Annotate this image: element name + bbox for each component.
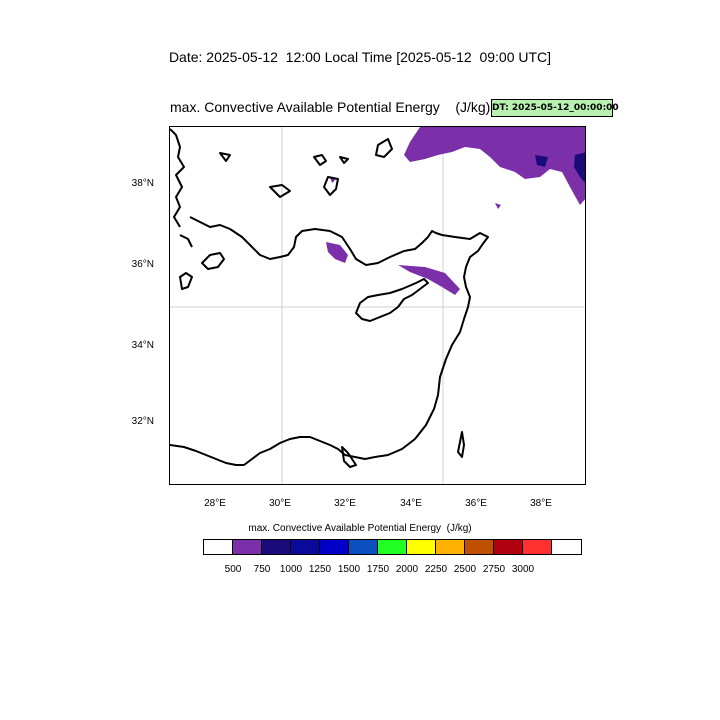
lat-tick-label: 32°N (131, 416, 154, 427)
coastline-rhodes (179, 272, 193, 290)
coastline-islet-2 (313, 154, 327, 166)
colorbar-swatch (523, 540, 552, 554)
coastline-islet-4 (375, 138, 393, 158)
colorbar-tick-label: 2000 (395, 564, 419, 575)
cape-area-north-coast (326, 242, 348, 263)
cape-dark-area-1 (574, 152, 585, 183)
colorbar-tick-label: 1750 (366, 564, 390, 575)
map-canvas (170, 127, 585, 484)
lon-tick-label: 36°E (465, 498, 487, 509)
colorbar-tick-label: 2750 (482, 564, 506, 575)
coastline-cyprus (355, 278, 429, 322)
lat-tick-label: 36°N (131, 259, 154, 270)
coastline-aegean-islands-1 (189, 216, 231, 230)
coastline-aegean-islands-2 (179, 234, 193, 248)
cape-dark-spots (535, 152, 585, 183)
colorbar-tick-label: 500 (224, 564, 242, 575)
colorbar-swatch (465, 540, 494, 554)
map-frame (169, 126, 586, 485)
colorbar-tick-label: 2250 (424, 564, 448, 575)
coastline-anatolia-south (170, 228, 489, 466)
coastline-islet-5 (269, 184, 291, 198)
colorbar-swatch (320, 540, 349, 554)
colorbar-tick-label: 750 (253, 564, 271, 575)
cape-dark-area-2 (535, 155, 548, 167)
colorbar-title: max. Convective Available Potential Ener… (248, 523, 472, 534)
colorbar-swatch (436, 540, 465, 554)
colorbar-swatch (204, 540, 233, 554)
lat-tick-label: 38°N (131, 178, 154, 189)
colorbar-swatch (494, 540, 523, 554)
lon-tick-label: 38°E (530, 498, 552, 509)
coastline-islet-1 (339, 156, 349, 164)
colorbar-tick-label: 1250 (308, 564, 332, 575)
cape-area-cyprus-east (398, 265, 460, 295)
colorbar (203, 539, 582, 555)
colorbar-tick-label: 1000 (279, 564, 303, 575)
cape-area-anatolia-northeast (404, 127, 585, 205)
lon-tick-label: 30°E (269, 498, 291, 509)
plot-title: max. Convective Available Potential Ener… (170, 99, 491, 115)
colorbar-swatch (378, 540, 407, 554)
colorbar-swatch (407, 540, 436, 554)
coastline-levant-small (457, 431, 465, 458)
cape-area-small-2 (495, 203, 501, 209)
lat-tick-label: 34°N (131, 340, 154, 351)
lon-tick-label: 34°E (400, 498, 422, 509)
colorbar-swatch (233, 540, 262, 554)
colorbar-tick-label: 2500 (453, 564, 477, 575)
colorbar-swatch (552, 540, 581, 554)
lon-tick-label: 32°E (334, 498, 356, 509)
date-header: Date: 2025-05-12 12:00 Local Time [2025-… (168, 49, 552, 65)
colorbar-swatch (262, 540, 291, 554)
colorbar-tick-label: 1500 (337, 564, 361, 575)
coastline-islet-6 (219, 152, 231, 162)
colorbar-swatch (291, 540, 320, 554)
lon-tick-label: 28°E (204, 498, 226, 509)
cape-shading (326, 127, 585, 295)
coastlines (170, 128, 489, 468)
coastline-nile-delta (341, 446, 357, 468)
coastline-islet-3 (323, 176, 339, 196)
coastline-crete (201, 252, 225, 270)
colorbar-swatch (349, 540, 378, 554)
colorbar-tick-label: 3000 (511, 564, 535, 575)
coastline-aegean-west (170, 128, 185, 228)
dt-badge: DT: 2025-05-12_00:00:00 (491, 99, 619, 117)
